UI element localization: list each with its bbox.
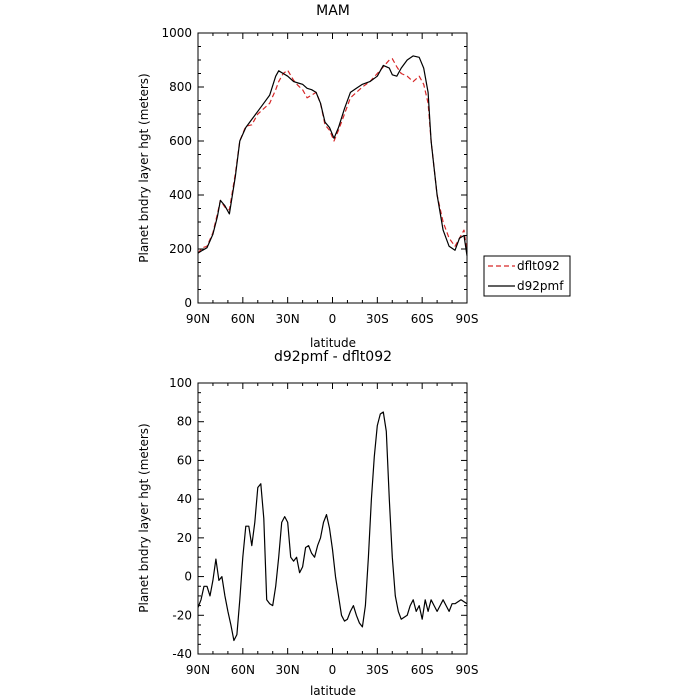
- bottom-x-tick-label: 0: [329, 663, 337, 677]
- bottom-panel: d92pmf - dflt092 90N 60N 30N 0 30S 60S 90S -40 -…: [137, 349, 478, 698]
- top-axis-ticks: 90N 60N 30N 0 30S 60S 90S 0 200 400 600 800 1000: [161, 26, 478, 326]
- top-y-tick-label: 1000: [161, 26, 192, 40]
- top-y-tick-label: 200: [169, 242, 192, 256]
- bottom-x-tick-label: 30N: [276, 663, 300, 677]
- bottom-y-tick-label: -40: [172, 647, 192, 661]
- top-series-line-d92pmf: [197, 55, 468, 256]
- bottom-y-tick-label: -20: [172, 608, 192, 622]
- bottom-y-tick-label: 20: [177, 531, 192, 545]
- top-title: MAM: [316, 3, 350, 19]
- top-x-tick-label: 60S: [411, 312, 434, 326]
- top-y-axis-label: Planet bndry layer hgt (meters): [137, 73, 151, 263]
- bottom-y-axis-label: Planet bndry layer hgt (meters): [137, 423, 151, 613]
- top-x-axis-label: latitude: [310, 336, 356, 350]
- bottom-x-tick-label: 30S: [366, 663, 389, 677]
- top-x-tick-label: 30N: [276, 312, 300, 326]
- legend-label-dflt092: dflt092: [517, 259, 560, 273]
- bottom-y-tick-label: 100: [169, 376, 192, 390]
- top-panel: MAM 90N 60N 30N 0 30S 60S 90S 0 200 400 600 800 1000…: [137, 3, 571, 350]
- bottom-plot-lines: [197, 411, 468, 642]
- top-x-tick-label: 90S: [456, 312, 479, 326]
- top-y-tick-label: 0: [184, 296, 192, 310]
- top-y-tick-label: 600: [169, 134, 192, 148]
- bottom-y-tick-label: 60: [177, 453, 192, 467]
- bottom-series-line-series-0: [197, 411, 468, 642]
- bottom-x-tick-label: 60S: [411, 663, 434, 677]
- top-y-tick-label: 400: [169, 188, 192, 202]
- bottom-y-tick-label: 0: [184, 570, 192, 584]
- top-x-tick-label: 30S: [366, 312, 389, 326]
- bottom-y-tick-label: 40: [177, 492, 192, 506]
- top-x-tick-label: 90N: [186, 312, 210, 326]
- top-y-tick-label: 800: [169, 80, 192, 94]
- top-plot-frame: [197, 32, 468, 304]
- legend: dflt092 d92pmf: [483, 255, 571, 297]
- bottom-x-tick-label: 90S: [456, 663, 479, 677]
- bottom-axis-ticks: 90N 60N 30N 0 30S 60S 90S -40 -20 0 20 40 60 80 100: [169, 376, 478, 677]
- top-x-tick-label: 60N: [231, 312, 255, 326]
- bottom-x-tick-label: 90N: [186, 663, 210, 677]
- bottom-x-tick-label: 60N: [231, 663, 255, 677]
- top-x-tick-label: 0: [329, 312, 337, 326]
- bottom-y-tick-label: 80: [177, 415, 192, 429]
- top-plot-lines: [197, 55, 468, 256]
- legend-label-d92pmf: d92pmf: [517, 279, 564, 293]
- legend-box: [483, 255, 571, 297]
- bottom-title: d92pmf - dflt092: [274, 349, 392, 365]
- bottom-x-axis-label: latitude: [310, 684, 356, 698]
